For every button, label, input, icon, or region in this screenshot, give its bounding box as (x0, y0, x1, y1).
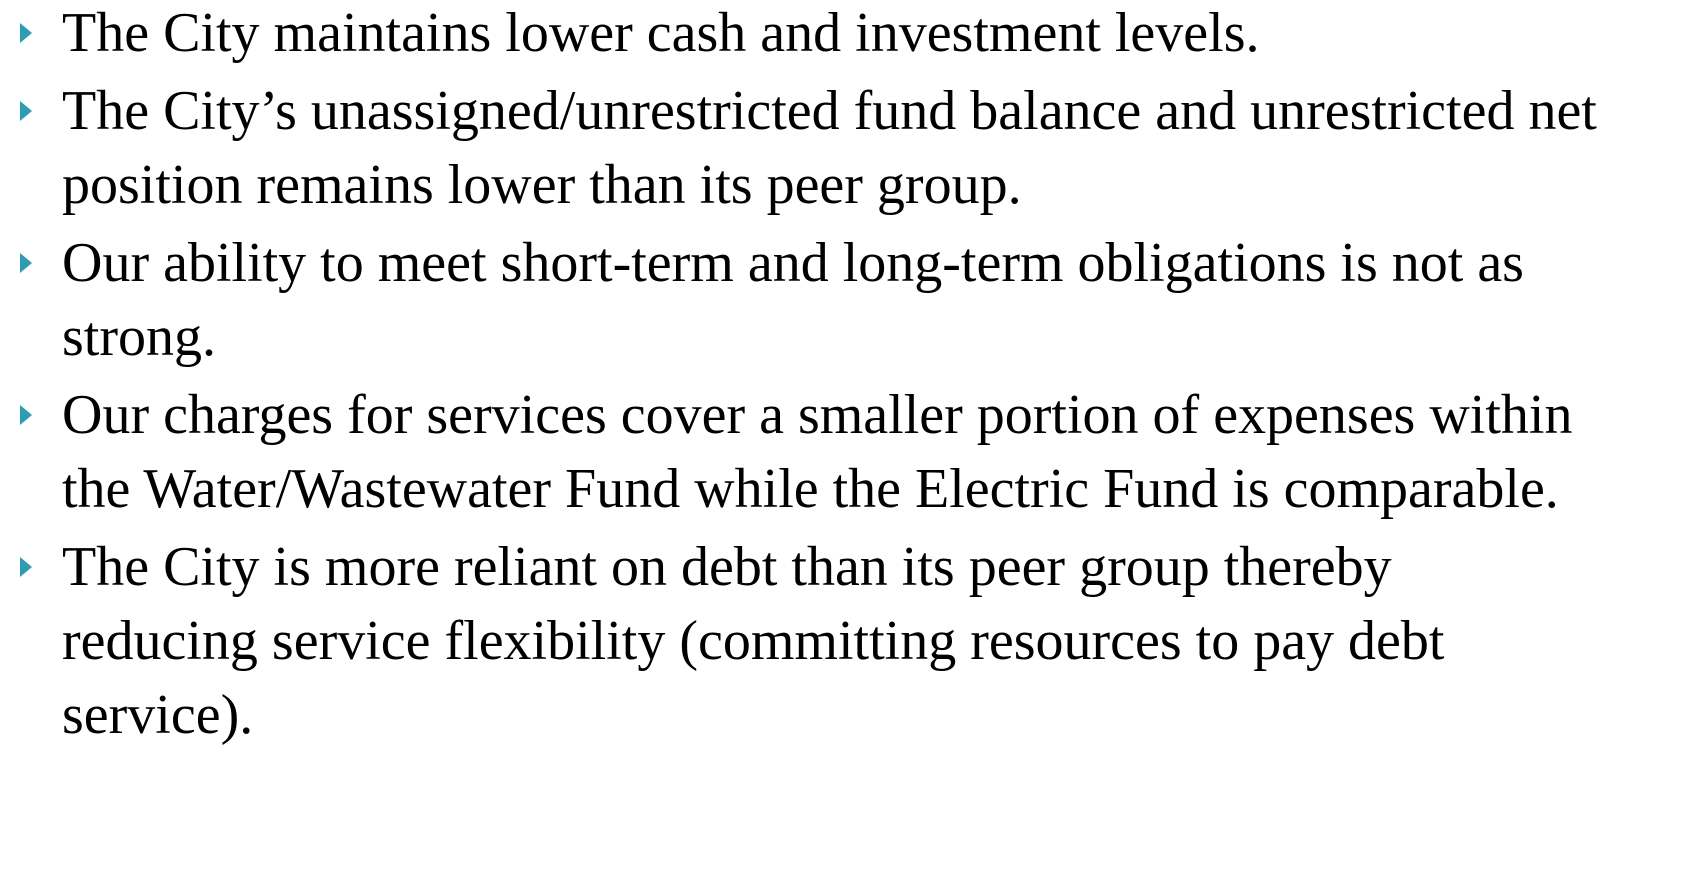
bullet-text: Our charges for services cover a smaller… (62, 384, 1573, 520)
bullet-text: The City maintains lower cash and invest… (62, 2, 1260, 64)
bullet-icon (20, 253, 32, 273)
bullet-text: Our ability to meet short-term and long-… (62, 232, 1524, 368)
bullet-icon (20, 405, 32, 425)
bullet-item: The City’s unassigned/unrestricted fund … (0, 74, 1600, 222)
bullet-icon (20, 101, 32, 121)
bullet-icon (20, 557, 32, 577)
bullet-item: Our ability to meet short-term and long-… (0, 226, 1600, 374)
bullet-item: The City is more reliant on debt than it… (0, 530, 1600, 752)
bullet-icon (20, 23, 32, 43)
bullet-item: The City maintains lower cash and invest… (0, 0, 1600, 70)
bullet-text: The City is more reliant on debt than it… (62, 536, 1445, 746)
bullet-item: Our charges for services cover a smaller… (0, 378, 1600, 526)
bullet-text: The City’s unassigned/unrestricted fund … (62, 80, 1597, 216)
bullet-list: The City maintains lower cash and invest… (0, 0, 1600, 752)
